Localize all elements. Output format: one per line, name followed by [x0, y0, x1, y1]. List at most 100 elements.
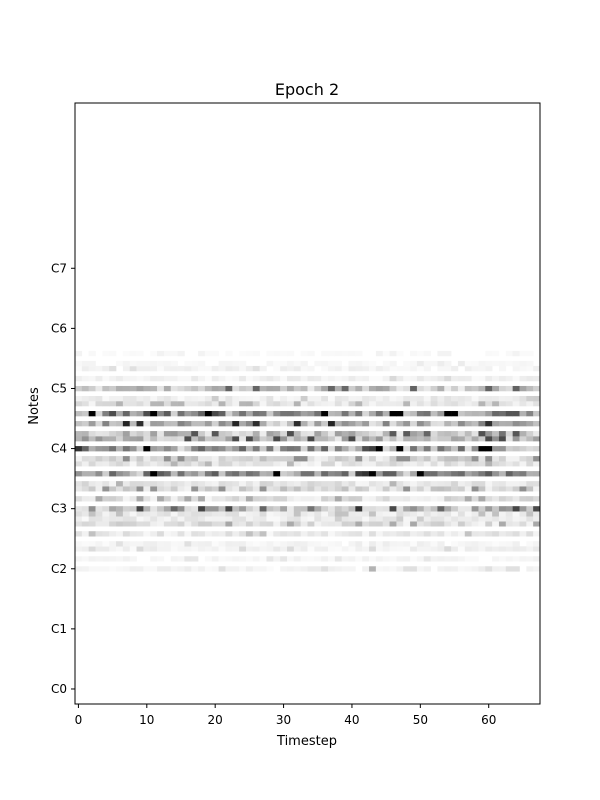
heatmap-cell — [122, 395, 131, 402]
heatmap-cell — [225, 506, 233, 512]
heatmap-cell — [348, 541, 356, 547]
heatmap-cell — [526, 365, 534, 372]
heatmap-cell — [239, 546, 247, 552]
heatmap-cell — [505, 486, 513, 492]
heatmap-cell — [485, 446, 493, 452]
heatmap-cell — [266, 411, 274, 417]
x-tick-label: 30 — [276, 713, 291, 727]
heatmap-cell — [416, 350, 425, 357]
heatmap-cell — [122, 385, 131, 392]
heatmap-cell — [129, 365, 137, 372]
heatmap-cell — [533, 511, 541, 517]
heatmap-cell — [512, 516, 520, 522]
heatmap-cell — [375, 516, 384, 522]
heatmap-cell — [280, 385, 288, 392]
heatmap-cell — [225, 511, 233, 517]
heatmap-cell — [286, 365, 295, 372]
heatmap-cell — [81, 360, 89, 367]
heatmap-cell — [273, 395, 281, 402]
heatmap-cell — [225, 385, 233, 392]
heatmap-cell — [382, 421, 390, 427]
heatmap-cell — [136, 471, 144, 477]
heatmap-cell — [163, 385, 172, 392]
heatmap-cell — [437, 436, 445, 442]
heatmap-cell — [471, 546, 479, 552]
heatmap-cell — [437, 486, 445, 492]
heatmap-cell — [252, 541, 260, 547]
heatmap-cell — [81, 556, 89, 562]
heatmap-cell — [177, 431, 185, 437]
heatmap-cell — [464, 395, 472, 402]
heatmap-cell — [157, 401, 165, 407]
heatmap-cell — [437, 511, 445, 517]
heatmap-cell — [177, 556, 185, 562]
heatmap-cell — [75, 350, 83, 357]
heatmap-cell — [375, 401, 384, 407]
heatmap-cell — [286, 350, 295, 357]
heatmap-cell — [225, 461, 233, 467]
heatmap-cell — [280, 456, 288, 462]
heatmap-cell — [464, 516, 472, 522]
heatmap-cell — [300, 506, 308, 512]
heatmap-cell — [382, 350, 390, 357]
heatmap-cell — [362, 486, 370, 492]
heatmap-cell — [403, 360, 411, 367]
heatmap-cell — [170, 456, 178, 462]
heatmap-cell — [437, 385, 445, 392]
heatmap-cell — [471, 375, 479, 382]
heatmap-cell — [198, 511, 206, 517]
heatmap-cell — [225, 421, 233, 427]
heatmap-cell — [95, 496, 103, 502]
heatmap-cell — [410, 461, 418, 467]
heatmap-cell — [389, 556, 397, 562]
heatmap-cell — [512, 471, 520, 477]
heatmap-cell — [184, 506, 192, 512]
heatmap-cell — [416, 481, 425, 487]
heatmap-cell — [485, 421, 493, 427]
heatmap-cell — [266, 566, 274, 572]
heatmap-cell — [170, 446, 178, 452]
heatmap-cell — [150, 461, 158, 467]
heatmap-cell — [225, 481, 233, 487]
heatmap-cell — [239, 395, 247, 402]
heatmap-cell — [177, 456, 185, 462]
heatmap-cell — [328, 556, 336, 562]
heatmap-cell — [252, 546, 260, 552]
heatmap-cell — [369, 486, 377, 492]
heatmap-cell — [498, 556, 507, 562]
heatmap-cell — [348, 360, 356, 367]
heatmap-cell — [519, 516, 527, 522]
heatmap-cell — [163, 350, 172, 357]
heatmap-cell — [116, 421, 124, 427]
heatmap-cell — [245, 531, 254, 537]
heatmap-cell — [136, 431, 144, 437]
heatmap-cell — [403, 541, 411, 547]
heatmap-cell — [300, 385, 308, 392]
heatmap-cell — [396, 546, 404, 552]
heatmap-cell — [232, 511, 240, 517]
heatmap-cell — [239, 506, 247, 512]
heatmap-cell — [437, 521, 445, 527]
heatmap-cell — [437, 546, 445, 552]
heatmap-cell — [266, 375, 274, 382]
heatmap-cell — [369, 496, 377, 502]
heatmap-cell — [471, 521, 479, 527]
heatmap-cell — [109, 496, 117, 502]
heatmap-cell — [218, 556, 226, 562]
heatmap-cell — [307, 446, 315, 452]
heatmap-cell — [122, 436, 131, 442]
heatmap-cell — [492, 360, 500, 367]
heatmap-cell — [512, 546, 520, 552]
heatmap-cell — [157, 461, 165, 467]
heatmap-cell — [533, 456, 541, 462]
heatmap-cell — [389, 481, 397, 487]
heatmap-cell — [225, 516, 233, 522]
heatmap-cell — [451, 531, 459, 537]
heatmap-cell — [375, 411, 384, 417]
heatmap-cell — [239, 541, 247, 547]
heatmap-cell — [533, 461, 541, 467]
heatmap-cell — [437, 411, 445, 417]
heatmap-cell — [170, 395, 178, 402]
heatmap-cell — [492, 566, 500, 572]
heatmap-cell — [430, 486, 438, 492]
